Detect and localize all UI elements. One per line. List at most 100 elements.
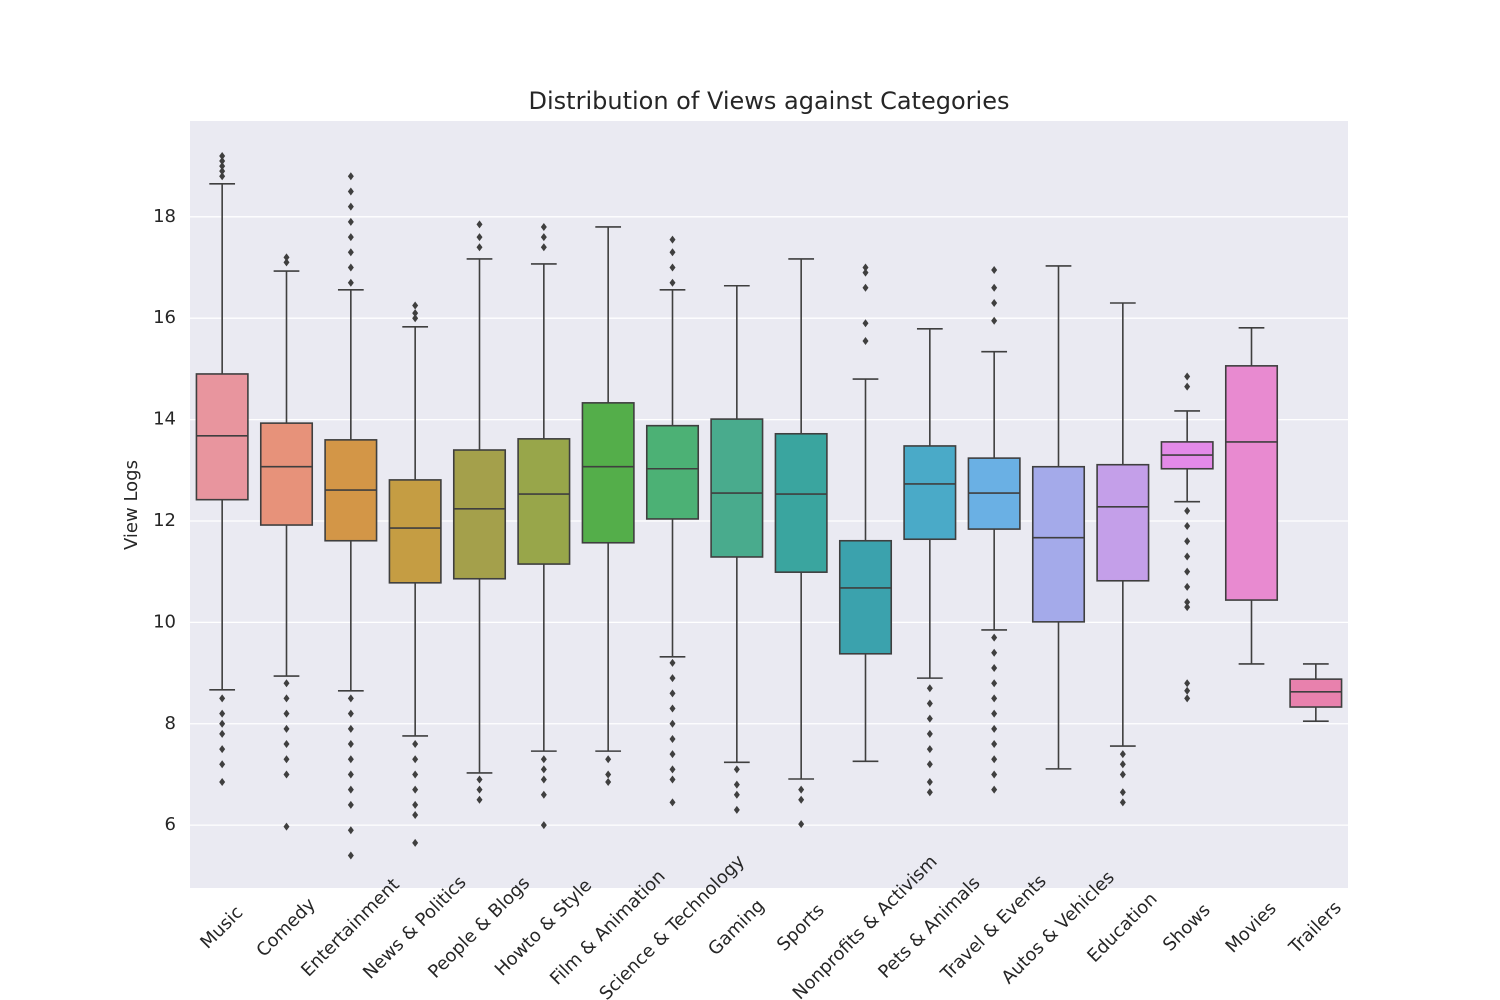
outlier: [540, 243, 547, 252]
outlier: [991, 755, 998, 764]
outlier: [1119, 760, 1126, 769]
outlier: [991, 709, 998, 718]
outlier: [669, 235, 676, 244]
outlier: [219, 719, 226, 728]
outlier: [476, 775, 483, 784]
x-tick-label: Gaming: [704, 895, 769, 960]
outlier: [412, 740, 419, 749]
outlier: [733, 805, 740, 814]
outlier: [1184, 567, 1191, 576]
outlier: [347, 248, 354, 257]
box: [388, 479, 442, 584]
outlier: [1119, 770, 1126, 779]
outlier: [1184, 552, 1191, 561]
outlier: [347, 278, 354, 287]
box: [838, 539, 893, 655]
plot-background: [190, 121, 1348, 888]
outlier: [219, 760, 226, 769]
outlier: [669, 750, 676, 759]
box: [645, 424, 700, 520]
outlier: [347, 724, 354, 733]
outlier: [991, 663, 998, 672]
outlier: [219, 167, 226, 176]
outlier: [926, 778, 933, 787]
x-tick-label: Shows: [1159, 900, 1215, 956]
outlier: [991, 770, 998, 779]
outlier: [1184, 603, 1191, 612]
outlier: [926, 760, 933, 769]
outlier: [347, 187, 354, 196]
outlier: [798, 820, 805, 829]
outlier: [669, 278, 676, 287]
box: [903, 445, 957, 541]
grid: [190, 216, 1348, 826]
box: [195, 373, 249, 501]
y-axis-label: View Logs: [121, 460, 142, 550]
outlier: [347, 826, 354, 835]
outlier: [669, 704, 676, 713]
outlier: [540, 765, 547, 774]
outlier: [347, 755, 354, 764]
y-tick-label: 14: [153, 409, 176, 430]
outlier: [219, 151, 226, 160]
outlier: [669, 658, 676, 667]
outlier: [347, 740, 354, 749]
outlier: [669, 719, 676, 728]
outlier: [219, 157, 226, 166]
box: [1289, 678, 1343, 708]
outlier: [347, 233, 354, 242]
outlier: [733, 780, 740, 789]
outlier: [540, 775, 547, 784]
outlier: [540, 821, 547, 830]
outlier: [1184, 372, 1191, 381]
outlier: [219, 745, 226, 754]
outlier: [412, 314, 419, 323]
outlier: [862, 283, 869, 292]
outlier: [476, 233, 483, 242]
outlier: [219, 172, 226, 181]
outlier: [412, 770, 419, 779]
y-tick-label: 18: [153, 206, 176, 227]
outlier: [540, 233, 547, 242]
outlier: [412, 755, 419, 764]
x-tick-label: Comedy: [252, 894, 320, 962]
outlier: [219, 162, 226, 171]
x-tick-label: Movies: [1222, 898, 1281, 957]
outlier: [347, 694, 354, 703]
outlier: [991, 648, 998, 657]
outlier: [347, 785, 354, 794]
outlier: [991, 785, 998, 794]
outlier: [991, 316, 998, 325]
outlier: [347, 770, 354, 779]
outlier: [1184, 506, 1191, 515]
outlier: [540, 222, 547, 231]
outlier: [476, 795, 483, 804]
outlier: [283, 822, 290, 831]
outlier: [669, 734, 676, 743]
outlier: [283, 740, 290, 749]
y-tick-label: 10: [153, 611, 176, 632]
outlier: [926, 729, 933, 738]
outlier: [540, 755, 547, 764]
outlier: [412, 800, 419, 809]
outlier: [347, 217, 354, 226]
outlier: [991, 633, 998, 642]
outlier: [1184, 522, 1191, 531]
outlier: [862, 319, 869, 328]
outlier: [412, 838, 419, 847]
outlier: [283, 770, 290, 779]
outlier: [283, 709, 290, 718]
outlier: [991, 679, 998, 688]
outlier: [669, 674, 676, 683]
outlier: [347, 709, 354, 718]
outlier: [347, 172, 354, 181]
outlier: [1184, 598, 1191, 607]
outlier: [219, 729, 226, 738]
outlier: [412, 309, 419, 318]
outlier: [1119, 750, 1126, 759]
outlier: [1184, 694, 1191, 703]
outlier: [798, 785, 805, 794]
outlier: [347, 263, 354, 272]
outlier: [283, 724, 290, 733]
